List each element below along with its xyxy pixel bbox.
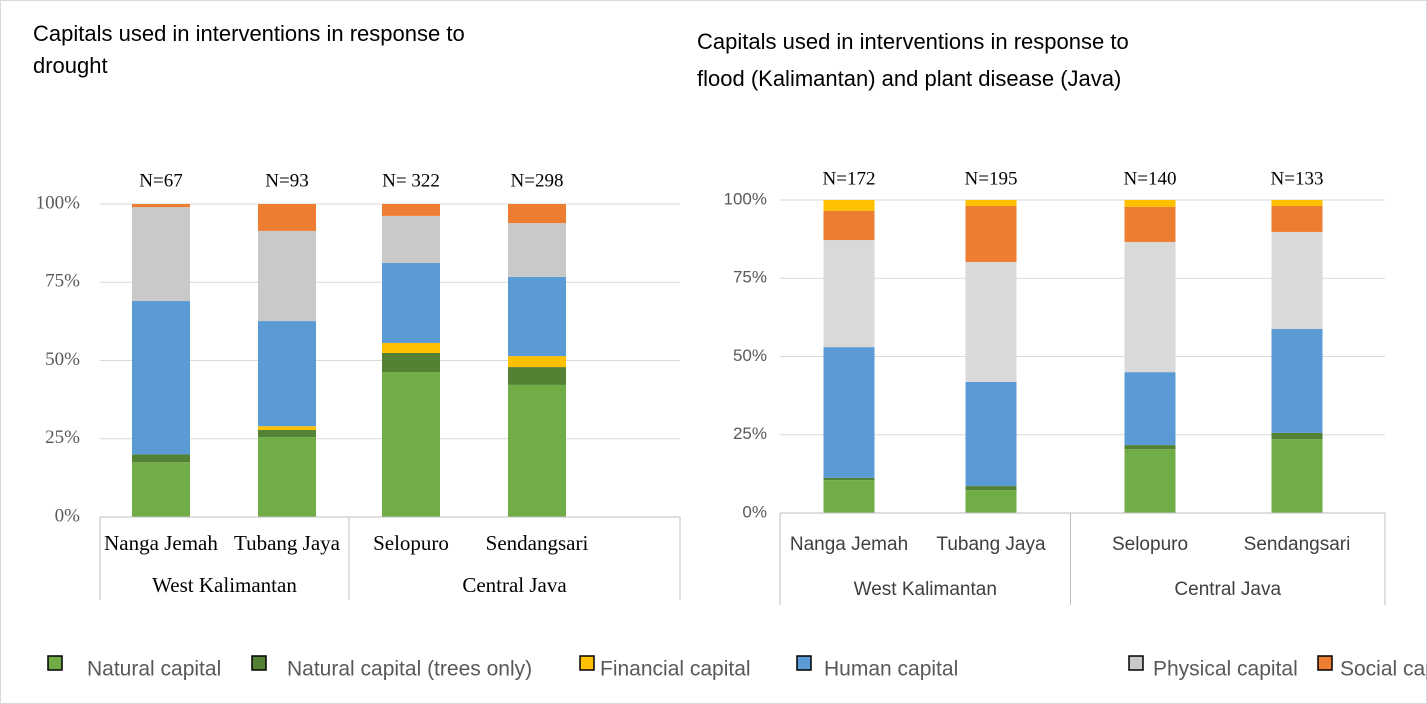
bar-segment	[382, 372, 440, 517]
bar-segment	[132, 301, 190, 455]
bar-segment	[965, 486, 1017, 491]
group-label: West Kalimantan	[854, 579, 997, 600]
bar-segment	[965, 200, 1017, 206]
bar-segment	[258, 230, 316, 322]
bar-segment	[1271, 432, 1323, 440]
bar-segment	[823, 480, 875, 513]
y-tick-label: 75%	[45, 271, 80, 292]
bar-segment	[965, 205, 1017, 262]
x-tick-label: Tubang Jaya	[936, 534, 1046, 555]
bar-segment	[508, 356, 566, 368]
y-tick-label: 0%	[55, 505, 81, 526]
sample-size: N=93	[265, 170, 308, 191]
bar-segment	[132, 454, 190, 463]
bar-segment	[382, 262, 440, 343]
bar-segment	[258, 429, 316, 438]
legend-swatch	[47, 655, 63, 671]
x-tick-label: Nanga Jemah	[790, 534, 908, 555]
bar-segment	[1271, 231, 1323, 329]
bar-segment	[823, 200, 875, 211]
chart-title: flood (Kalimantan) and plant disease (Ja…	[697, 66, 1121, 91]
bar-segment	[1124, 206, 1176, 242]
bar-segment	[508, 384, 566, 517]
bar-segment	[258, 321, 316, 427]
bar-segment	[508, 204, 566, 224]
bar-segment	[823, 347, 875, 478]
legend-swatch	[251, 655, 267, 671]
bar-segment	[1271, 200, 1323, 206]
bar-segment	[258, 204, 316, 231]
bar-segment	[508, 223, 566, 277]
x-tick-label: Selopuro	[1112, 534, 1188, 555]
bar-segment	[1271, 205, 1323, 232]
y-tick-label: 0%	[742, 502, 767, 521]
bar-segment	[1124, 241, 1176, 373]
bar-segment	[965, 381, 1017, 487]
sample-size: N=140	[1124, 168, 1177, 189]
legend-swatch	[796, 655, 812, 671]
legend-label: Physical capital	[1153, 658, 1298, 681]
legend-swatch	[1128, 655, 1144, 671]
bar-segment	[132, 462, 190, 517]
y-tick-label: 50%	[45, 349, 80, 370]
x-tick-label: Sendangsari	[1244, 534, 1351, 555]
chart-title: Capitals used in interventions in respon…	[697, 29, 1129, 54]
bar-segment	[132, 204, 190, 208]
bar-segment	[382, 342, 440, 353]
y-tick-label: 25%	[45, 427, 80, 448]
bar-segment	[1271, 439, 1323, 513]
bar-segment	[1124, 372, 1176, 446]
legend-label: Social capital	[1340, 658, 1427, 681]
x-tick-label: Nanga Jemah	[104, 531, 218, 555]
sample-size: N=195	[965, 168, 1018, 189]
bar-segment	[382, 352, 440, 373]
sample-size: N= 322	[382, 170, 440, 191]
group-label: Central Java	[1174, 579, 1281, 600]
bar-segment	[965, 490, 1017, 513]
y-tick-label: 25%	[733, 424, 767, 443]
y-tick-label: 100%	[724, 189, 767, 208]
bar-segment	[132, 207, 190, 302]
y-tick-label: 100%	[36, 192, 81, 213]
x-tick-label: Tubang Jaya	[234, 531, 341, 555]
bar-segment	[258, 437, 316, 517]
bar-segment	[823, 210, 875, 241]
legend-swatch	[579, 655, 595, 671]
group-label: Central Java	[462, 573, 567, 597]
y-tick-label: 50%	[733, 346, 767, 365]
bar-segment	[1124, 200, 1176, 207]
legend-label: Natural capital	[87, 658, 221, 681]
bar-segment	[1124, 445, 1176, 450]
sample-size: N=298	[511, 170, 564, 191]
sample-size: N=67	[139, 170, 182, 191]
sample-size: N=172	[823, 168, 876, 189]
bar-segment	[1124, 449, 1176, 513]
legend-swatch	[1317, 655, 1333, 671]
bar-segment	[382, 215, 440, 263]
legend-label: Natural capital (trees only)	[287, 658, 532, 681]
legend-label: Financial capital	[600, 658, 751, 681]
sample-size: N=133	[1271, 168, 1324, 189]
chart-title: drought	[33, 53, 108, 78]
legend-label: Human capital	[824, 658, 958, 681]
bar-segment	[508, 276, 566, 357]
bar-segment	[1271, 328, 1323, 433]
chart-title: Capitals used in interventions in respon…	[33, 21, 465, 46]
bar-segment	[508, 367, 566, 385]
bar-segment	[965, 261, 1017, 382]
bar-segment	[823, 240, 875, 348]
x-tick-label: Selopuro	[373, 531, 449, 555]
x-tick-label: Sendangsari	[486, 531, 589, 555]
group-label: West Kalimantan	[152, 573, 297, 597]
bar-segment	[258, 426, 316, 430]
bar-segment	[823, 477, 875, 481]
y-tick-label: 75%	[733, 268, 767, 287]
bar-segment	[382, 204, 440, 216]
